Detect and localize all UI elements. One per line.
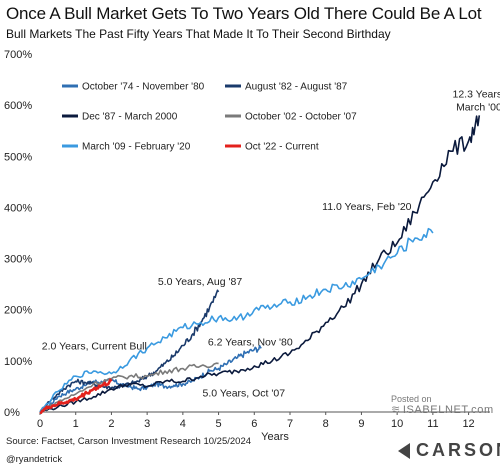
legend-entry: August '82 - August '87 xyxy=(245,82,348,93)
x-tick-label: 5 xyxy=(216,418,222,430)
legend-entry: Dec '87 - March 2000 xyxy=(82,112,178,123)
series-line xyxy=(39,115,481,413)
annotation: 5.0 Years, Aug '87 xyxy=(158,276,242,288)
annotation: 5.0 Years, Oct '07 xyxy=(203,388,286,400)
series-line xyxy=(39,362,219,413)
watermark-site-label: ISABELNET.com xyxy=(402,404,494,416)
carson-logo: CARSON xyxy=(398,440,500,461)
x-tick-label: 2 xyxy=(108,418,114,430)
x-tick-label: 7 xyxy=(287,418,293,430)
series-line xyxy=(39,344,262,413)
y-tick-label: 500% xyxy=(4,151,32,163)
x-tick-label: 3 xyxy=(144,418,150,430)
x-tick-label: 8 xyxy=(323,418,329,430)
isabelnet-logo-icon: ≋ xyxy=(391,404,401,416)
chart-subtitle: Bull Markets The Past Fifty Years That M… xyxy=(6,27,391,41)
y-tick-label: 100% xyxy=(4,356,32,368)
carson-logo-icon xyxy=(398,442,410,459)
x-tick-label: 1 xyxy=(73,418,79,430)
y-tick-label: 600% xyxy=(4,100,32,112)
x-tick-label: 6 xyxy=(251,418,257,430)
x-tick-label: 10 xyxy=(391,418,403,430)
x-tick-label: 12 xyxy=(462,418,474,430)
y-tick-label: 400% xyxy=(4,202,32,214)
x-tick-label: 9 xyxy=(358,418,364,430)
source-note: Source: Factset, Carson Investment Resea… xyxy=(6,436,252,447)
legend-entry: October '02 - October '07 xyxy=(245,112,357,123)
posted-on-label: Posted on xyxy=(391,394,432,404)
series-line xyxy=(39,378,113,414)
annotation: 12.3 Years, xyxy=(453,88,500,100)
watermark: Posted on ≋ ISABELNET.com xyxy=(391,394,494,416)
chart-title: Once A Bull Market Gets To Two Years Old… xyxy=(6,4,482,23)
annotation: 2.0 Years, Current Bull xyxy=(42,341,147,353)
annotation: 11.0 Years, Feb '20 xyxy=(322,201,412,213)
legend-entry: March '09 - February '20 xyxy=(82,142,191,153)
x-tick-label: 0 xyxy=(37,418,43,430)
y-tick-label: 200% xyxy=(4,305,32,317)
x-axis-label: Years xyxy=(261,431,289,443)
carson-logo-text: CARSON xyxy=(416,440,500,460)
annotation: 6.2 Years, Nov '80 xyxy=(208,337,293,349)
series-line xyxy=(39,227,434,413)
watermark-site: ≋ ISABELNET.com xyxy=(391,404,494,416)
annotation: March '00 xyxy=(456,101,500,113)
x-tick-label: 11 xyxy=(427,418,438,430)
x-tick-label: 4 xyxy=(180,418,186,430)
legend-entry: October '74 - November '80 xyxy=(82,82,205,93)
legend-entry: Oct '22 - Current xyxy=(245,142,319,153)
y-tick-label: 0% xyxy=(4,407,20,419)
y-tick-label: 700% xyxy=(4,49,32,61)
author-handle: @ryandetrick xyxy=(6,454,63,465)
y-tick-label: 300% xyxy=(4,254,32,266)
